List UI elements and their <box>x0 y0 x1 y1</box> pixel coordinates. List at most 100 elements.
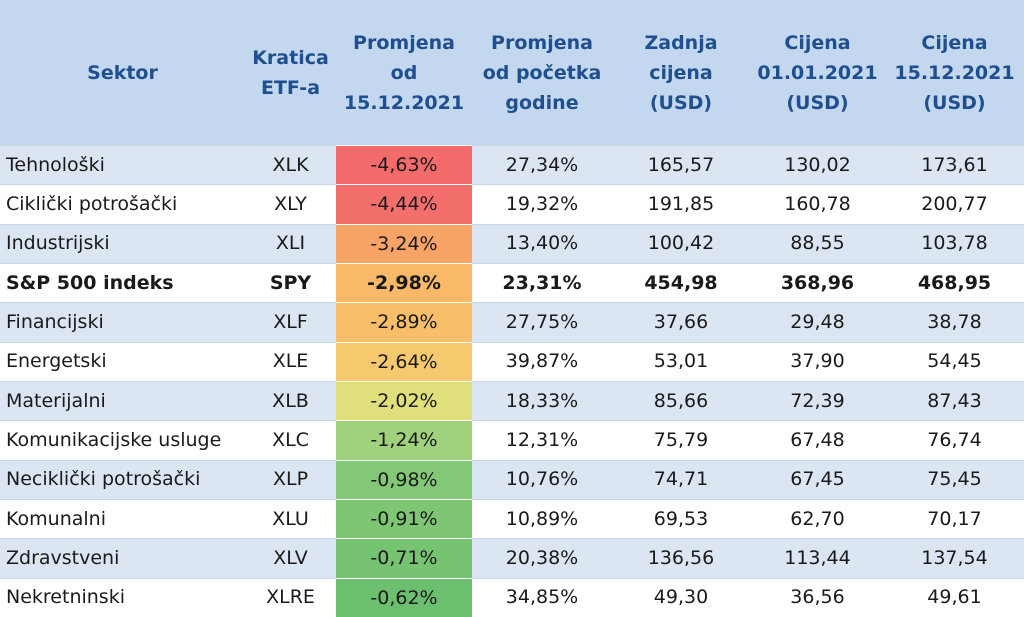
header-text: Kratica <box>252 46 329 69</box>
row-bg <box>0 499 1024 539</box>
header-text: Sektor <box>87 61 158 84</box>
cell-value: 75,45 <box>927 468 982 491</box>
cell-value: XLC <box>272 428 309 451</box>
cell-value: 67,45 <box>790 468 845 491</box>
header-text: 15.12.2021 <box>894 61 1015 84</box>
row-bg <box>0 538 1024 578</box>
header-bg <box>0 0 1024 145</box>
cell-value: 39,87% <box>505 350 579 373</box>
header-text: od početka <box>482 61 602 84</box>
cell-value: 103,78 <box>921 232 988 255</box>
row-bg <box>0 145 1024 185</box>
header-cell: Zadnja cijena (USD) <box>612 0 750 145</box>
cell-value: 49,61 <box>927 586 982 609</box>
cell-value: 38,78 <box>927 310 982 333</box>
row-bg <box>0 420 1024 460</box>
cell-value: 54,45 <box>927 350 982 373</box>
cell-value: XLU <box>272 507 309 530</box>
cell-value: 13,40% <box>505 232 579 255</box>
cell-value: 454,98 <box>644 271 718 294</box>
cell-value: -2,98% <box>336 263 472 303</box>
sector-name: Ciklički potrošački <box>6 192 178 215</box>
row-bg <box>0 381 1024 421</box>
cell-value: -2,02% <box>336 381 472 421</box>
sector-name: Komunalni <box>6 507 106 530</box>
cell-value: XLI <box>275 232 306 255</box>
cell-value: 76,74 <box>927 428 982 451</box>
header-text: 15.12.2021 <box>343 91 465 114</box>
sector-name: Financijski <box>6 310 104 333</box>
header-cell: Promjena od 15.12.2021 <box>336 0 472 145</box>
row-bg <box>0 223 1024 263</box>
header-text: godine <box>505 91 579 114</box>
cell-value: XLRE <box>266 586 315 609</box>
cell-value: 27,34% <box>505 153 579 176</box>
cell-value: XLP <box>272 468 309 491</box>
cell-value: 19,32% <box>505 192 579 215</box>
cell-value: 37,66 <box>653 310 709 333</box>
cell-value: 20,38% <box>505 546 579 569</box>
cell-value: 165,57 <box>647 153 715 176</box>
cell-value: 136,56 <box>647 546 715 569</box>
cell-value: -3,24% <box>336 223 472 263</box>
header-text: cijena <box>649 61 713 84</box>
cell-value: 36,56 <box>790 586 845 609</box>
cell-value: 12,31% <box>505 428 579 451</box>
cell-value: 173,61 <box>921 153 988 176</box>
cell-value: -0,91% <box>336 499 472 539</box>
cell-value: 34,85% <box>505 586 579 609</box>
cell-value: XLY <box>274 192 307 215</box>
sector-name: Energetski <box>6 350 107 373</box>
cell-value: 27,75% <box>505 310 579 333</box>
cell-value: 74,71 <box>653 468 709 491</box>
cell-value: 113,44 <box>784 546 851 569</box>
cell-value: 37,90 <box>790 350 845 373</box>
cell-value: 70,17 <box>927 507 982 530</box>
row-bg <box>0 341 1024 381</box>
cell-value: 10,76% <box>505 468 579 491</box>
header-cell: Cijena 15.12.2021 (USD) <box>885 0 1024 145</box>
header-text: Promjena <box>491 31 593 54</box>
cell-value: -4,63% <box>336 145 472 185</box>
header-text: Cijena <box>784 31 851 54</box>
cell-value: SPY <box>269 271 312 294</box>
cell-value: 468,95 <box>917 271 992 294</box>
cell-value: XLB <box>272 389 309 412</box>
cell-value: 49,30 <box>653 586 709 609</box>
cell-value: 23,31% <box>502 271 582 294</box>
header-cell: Sektor <box>0 0 245 145</box>
cell-value: 130,02 <box>784 153 851 176</box>
cell-value: 191,85 <box>647 192 715 215</box>
cell-value: 88,55 <box>790 232 845 255</box>
cell-value: 100,42 <box>647 232 715 255</box>
cell-value: -0,71% <box>336 538 472 578</box>
cell-value: -4,44% <box>336 184 472 224</box>
cell-value: 137,54 <box>921 546 988 569</box>
header-text: ETF-a <box>260 76 321 99</box>
cell-value: 18,33% <box>505 389 579 412</box>
header-text: 01.01.2021 <box>757 61 878 84</box>
cell-value: 67,48 <box>790 428 845 451</box>
cell-value: 85,66 <box>653 389 709 412</box>
cell-value: XLK <box>272 153 309 176</box>
row-bg <box>0 263 1024 303</box>
header-cell: Cijena 01.01.2021 (USD) <box>750 0 885 145</box>
cell-value: 75,79 <box>653 428 709 451</box>
header-text: Zadnja <box>644 31 718 54</box>
row-bg <box>0 302 1024 342</box>
cell-value: 10,89% <box>505 507 579 530</box>
cell-value: -0,98% <box>336 459 472 499</box>
cell-value: 87,43 <box>927 389 982 412</box>
cell-value: XLV <box>273 546 308 569</box>
header-text: Promjena <box>353 31 455 54</box>
cell-value: 53,01 <box>653 350 709 373</box>
row-bg <box>0 184 1024 224</box>
cell-value: 160,78 <box>784 192 851 215</box>
cell-value: 72,39 <box>790 389 845 412</box>
header-cell: Promjena od početka godine <box>472 0 612 145</box>
cell-value: 368,96 <box>780 271 855 294</box>
sector-name: Materijalni <box>6 389 106 412</box>
sector-name: Komunikacijske usluge <box>6 428 222 451</box>
cell-value: 69,53 <box>653 507 709 530</box>
